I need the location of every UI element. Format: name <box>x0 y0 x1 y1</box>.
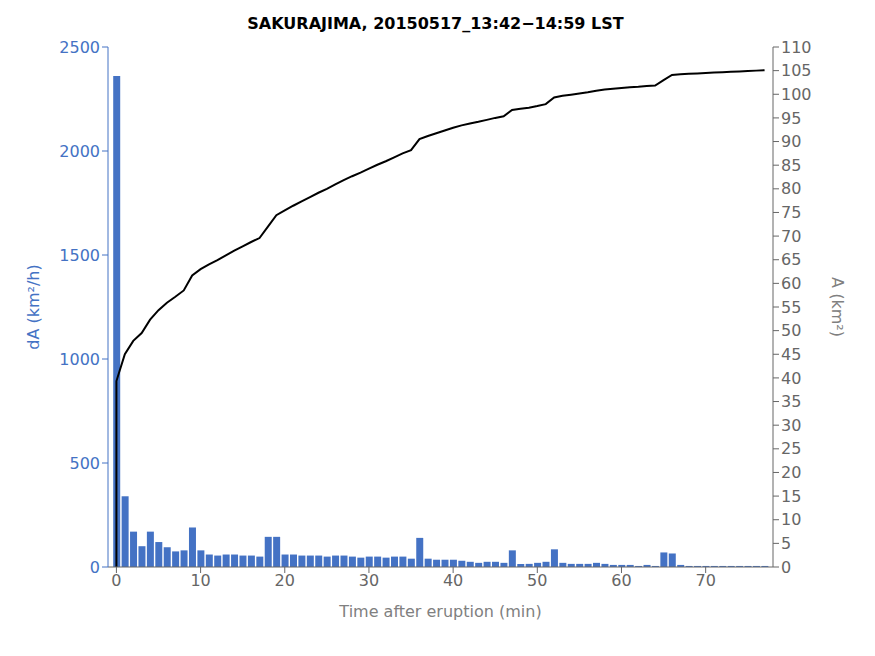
svg-text:40: 40 <box>781 369 801 388</box>
svg-text:dA (km²/h): dA (km²/h) <box>24 264 43 349</box>
svg-text:70: 70 <box>695 571 715 590</box>
svg-text:25: 25 <box>781 439 801 458</box>
svg-text:85: 85 <box>781 156 801 175</box>
svg-text:90: 90 <box>781 132 801 151</box>
svg-text:15: 15 <box>781 487 801 506</box>
svg-text:A (km²): A (km²) <box>828 277 847 337</box>
svg-text:500: 500 <box>69 454 100 473</box>
svg-text:10: 10 <box>190 571 210 590</box>
svg-text:35: 35 <box>781 392 801 411</box>
svg-text:105: 105 <box>781 61 812 80</box>
svg-text:0: 0 <box>90 558 100 577</box>
svg-text:80: 80 <box>781 179 801 198</box>
svg-text:20: 20 <box>781 463 801 482</box>
svg-text:0: 0 <box>111 571 121 590</box>
svg-text:1500: 1500 <box>59 246 100 265</box>
svg-text:65: 65 <box>781 250 801 269</box>
svg-text:95: 95 <box>781 109 801 128</box>
svg-text:70: 70 <box>781 227 801 246</box>
svg-text:Time after eruption (min): Time after eruption (min) <box>338 602 541 621</box>
svg-text:50: 50 <box>527 571 547 590</box>
svg-text:110: 110 <box>781 38 812 57</box>
svg-text:55: 55 <box>781 298 801 317</box>
html-text:SAKURAJIMA, 20150517_13:42−14:: SAKURAJIMA, 20150517_13:42−14:59 LST <box>247 14 624 33</box>
svg-text:1000: 1000 <box>59 350 100 369</box>
svg-text:45: 45 <box>781 345 801 364</box>
svg-text:30: 30 <box>359 571 379 590</box>
svg-text:40: 40 <box>443 571 463 590</box>
svg-text:10: 10 <box>781 510 801 529</box>
svg-text:5: 5 <box>781 534 791 553</box>
svg-text:0: 0 <box>781 558 791 577</box>
svg-text:60: 60 <box>611 571 631 590</box>
svg-text:60: 60 <box>781 274 801 293</box>
svg-text:2500: 2500 <box>59 38 100 57</box>
svg-text:2000: 2000 <box>59 142 100 161</box>
svg-text:100: 100 <box>781 85 812 104</box>
svg-text:75: 75 <box>781 203 801 222</box>
svg-text:50: 50 <box>781 321 801 340</box>
svg-text:20: 20 <box>275 571 295 590</box>
svg-text:30: 30 <box>781 416 801 435</box>
